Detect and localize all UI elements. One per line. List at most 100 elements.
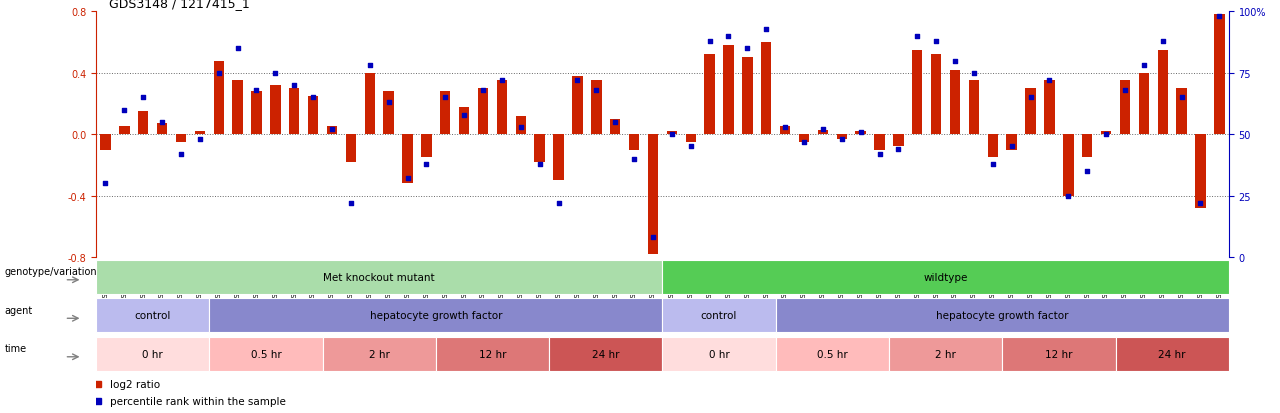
Bar <box>421 135 431 158</box>
Point <box>209 70 229 77</box>
Point <box>1096 131 1116 138</box>
Bar <box>270 86 280 135</box>
Text: wildtype: wildtype <box>923 272 968 282</box>
Bar <box>477 89 488 135</box>
Bar <box>667 132 677 135</box>
Bar <box>384 92 394 135</box>
Bar <box>704 55 714 135</box>
Point <box>774 124 795 131</box>
Bar <box>799 135 809 142</box>
Point <box>964 70 984 77</box>
Bar <box>913 51 923 135</box>
Text: Met knockout mutant: Met knockout mutant <box>324 272 435 282</box>
Bar <box>988 135 998 158</box>
Bar <box>435 337 549 371</box>
Point <box>284 83 305 89</box>
Point <box>586 88 607 94</box>
Point <box>511 124 531 131</box>
Bar <box>96 299 210 332</box>
Point <box>925 38 946 45</box>
Point <box>1020 95 1041 102</box>
Bar <box>780 127 790 135</box>
Bar <box>1157 51 1167 135</box>
Bar <box>818 130 828 135</box>
Bar <box>663 299 776 332</box>
Point <box>1001 144 1021 150</box>
Point <box>1039 78 1060 84</box>
Bar <box>497 81 507 135</box>
Bar <box>855 132 865 135</box>
Point <box>623 156 644 163</box>
Point <box>1076 168 1097 175</box>
Point <box>416 161 436 168</box>
Bar <box>1044 81 1055 135</box>
Bar <box>893 135 904 147</box>
Text: control: control <box>701 311 737 320</box>
Point <box>548 200 568 207</box>
Bar <box>762 43 772 135</box>
Bar <box>195 132 205 135</box>
Point <box>454 112 475 119</box>
Point <box>246 88 266 94</box>
Text: hepatocyte growth factor: hepatocyte growth factor <box>370 311 502 320</box>
Text: log2 ratio: log2 ratio <box>110 379 160 389</box>
Bar <box>648 135 658 254</box>
Bar <box>950 71 960 135</box>
Bar <box>96 260 663 294</box>
Bar <box>1139 74 1149 135</box>
Bar <box>175 135 186 142</box>
Bar <box>969 81 979 135</box>
Bar <box>516 116 526 135</box>
Point <box>850 129 870 136</box>
Bar <box>874 135 884 150</box>
Text: control: control <box>134 311 170 320</box>
Point <box>567 78 588 84</box>
Point <box>737 46 758 52</box>
Bar <box>209 337 323 371</box>
Point <box>397 176 417 182</box>
Bar <box>289 89 300 135</box>
Bar <box>1082 135 1092 158</box>
Bar <box>460 107 470 135</box>
Bar <box>251 92 261 135</box>
Point <box>95 180 115 187</box>
Point <box>114 107 134 114</box>
Text: 0 hr: 0 hr <box>709 349 730 359</box>
Text: 0.5 hr: 0.5 hr <box>251 349 282 359</box>
Bar <box>776 337 890 371</box>
Text: 0.5 hr: 0.5 hr <box>817 349 847 359</box>
Bar <box>549 337 663 371</box>
Bar <box>1176 89 1187 135</box>
Bar <box>100 135 110 150</box>
Bar <box>96 337 210 371</box>
Text: GDS3148 / 1217415_1: GDS3148 / 1217415_1 <box>109 0 250 10</box>
Point <box>813 127 833 133</box>
Bar <box>723 46 733 135</box>
Point <box>530 161 550 168</box>
Bar <box>535 135 545 162</box>
Bar <box>1120 81 1130 135</box>
Point <box>170 151 191 158</box>
Point <box>228 46 248 52</box>
Point <box>681 144 701 150</box>
Text: 0 hr: 0 hr <box>142 349 163 359</box>
Text: time: time <box>4 343 27 354</box>
Point <box>360 63 380 69</box>
Bar <box>233 81 243 135</box>
Bar <box>837 135 847 140</box>
Bar <box>346 135 356 162</box>
Bar <box>663 260 1229 294</box>
Bar <box>1002 337 1116 371</box>
Bar <box>628 135 639 150</box>
Point <box>340 200 361 207</box>
Point <box>152 119 173 126</box>
Text: genotype/variation: genotype/variation <box>4 266 97 277</box>
Point <box>832 136 852 143</box>
Point <box>983 161 1004 168</box>
Bar <box>890 337 1002 371</box>
Point <box>303 95 324 102</box>
Point <box>1115 88 1135 94</box>
Point <box>492 78 512 84</box>
Bar <box>308 97 319 135</box>
Point <box>321 127 342 133</box>
